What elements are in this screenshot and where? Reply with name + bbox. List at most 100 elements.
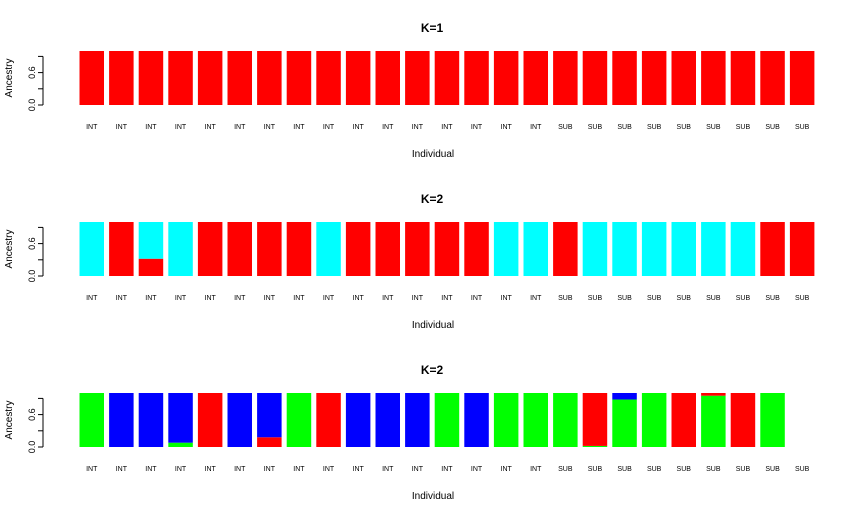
bar-segment: [671, 222, 696, 276]
bar-segment: [464, 393, 489, 447]
category-label: SUB: [617, 295, 632, 302]
bar-segment: [434, 222, 460, 276]
category-label: INT: [382, 124, 394, 131]
bar-segment: [612, 51, 637, 105]
category-label: SUB: [647, 124, 662, 131]
category-label: SUB: [647, 466, 662, 473]
bar-segment: [789, 51, 815, 105]
category-label: INT: [86, 124, 98, 131]
bar-segment: [316, 222, 341, 276]
bar-segment: [257, 51, 282, 105]
category-label: SUB: [736, 466, 751, 473]
y-tick-label: 0.6: [27, 408, 37, 421]
category-label: INT: [86, 295, 98, 302]
bar-segment: [405, 393, 430, 447]
category-label: INT: [86, 466, 98, 473]
bar-segment: [109, 222, 134, 276]
bar-segment: [197, 393, 223, 447]
x-axis-label: Individual: [412, 149, 454, 160]
bar-segment: [582, 393, 608, 446]
bar-segment: [168, 393, 193, 443]
bar-segment: [612, 222, 637, 276]
category-label: INT: [530, 124, 542, 131]
bar-segment: [641, 393, 667, 447]
bar-segment: [701, 395, 726, 447]
bar-segment: [701, 393, 726, 396]
category-label: INT: [471, 124, 483, 131]
category-label: INT: [145, 466, 157, 473]
category-label: INT: [234, 124, 246, 131]
category-label: INT: [353, 295, 365, 302]
bar-segment: [168, 222, 193, 276]
bar-segment: [671, 51, 696, 105]
y-tick-label: 0.0: [27, 270, 37, 283]
bar-segment: [582, 445, 608, 447]
category-label: INT: [471, 466, 483, 473]
category-label: INT: [471, 295, 483, 302]
bar-segment: [464, 222, 489, 276]
bar-segment: [197, 51, 223, 105]
bar-segment: [641, 51, 667, 105]
category-label: INT: [501, 295, 513, 302]
category-label: INT: [353, 124, 365, 131]
category-label: INT: [441, 295, 453, 302]
bar-segment: [257, 393, 282, 438]
category-label: SUB: [558, 124, 573, 131]
category-label: SUB: [765, 466, 780, 473]
bar-segment: [79, 51, 104, 105]
bar-segment: [138, 51, 164, 105]
bar-segment: [375, 393, 400, 447]
category-label: INT: [175, 124, 187, 131]
category-label: INT: [293, 124, 305, 131]
bar-segment: [257, 437, 282, 447]
bar-segment: [405, 222, 430, 276]
category-label: INT: [205, 124, 217, 131]
bar-segment: [168, 51, 193, 105]
y-tick-label: 0.0: [27, 99, 37, 112]
bar-segment: [612, 393, 637, 400]
y-axis-label: Ancestry: [4, 230, 15, 269]
category-label: SUB: [765, 124, 780, 131]
category-label: SUB: [765, 295, 780, 302]
category-label: INT: [323, 124, 335, 131]
category-label: INT: [234, 466, 246, 473]
bar-segment: [760, 222, 785, 276]
bar-segment: [345, 222, 371, 276]
category-label: INT: [501, 124, 513, 131]
bar-segment: [523, 222, 548, 276]
bar-segment: [138, 393, 164, 447]
category-label: INT: [175, 466, 187, 473]
bar-segment: [286, 393, 312, 447]
bar-segment: [375, 222, 400, 276]
bar-segment: [493, 393, 519, 447]
category-label: INT: [323, 295, 335, 302]
bar-segment: [730, 222, 756, 276]
category-label: INT: [293, 295, 305, 302]
category-label: INT: [234, 295, 246, 302]
bar-segment: [227, 51, 252, 105]
bar-segment: [671, 393, 696, 447]
category-label: SUB: [647, 295, 662, 302]
chart-panel-3: K=2 INT INT INT INT INT INT INT INT INT INT INT INT I…: [4, 363, 810, 502]
bar-segment: [286, 51, 312, 105]
category-label: INT: [412, 466, 424, 473]
category-label: SUB: [588, 295, 603, 302]
chart-panel-1: K=1 INT INT INT INT INT INT INT INT INT INT INT INT I…: [4, 21, 815, 160]
category-label: INT: [264, 295, 276, 302]
category-label: INT: [145, 295, 157, 302]
x-axis-label: Individual: [412, 320, 454, 331]
category-label: SUB: [736, 124, 751, 131]
category-label: SUB: [706, 295, 721, 302]
category-label: INT: [441, 466, 453, 473]
bar-segment: [79, 393, 104, 447]
y-tick-label: 0.6: [27, 237, 37, 250]
bar-segment: [523, 393, 548, 447]
category-label: SUB: [795, 124, 810, 131]
category-label: SUB: [706, 466, 721, 473]
category-label: INT: [323, 466, 335, 473]
category-label: INT: [264, 124, 276, 131]
category-label: INT: [412, 124, 424, 131]
bar-segment: [375, 51, 400, 105]
bar-segment: [582, 222, 608, 276]
x-axis-label: Individual: [412, 491, 454, 502]
